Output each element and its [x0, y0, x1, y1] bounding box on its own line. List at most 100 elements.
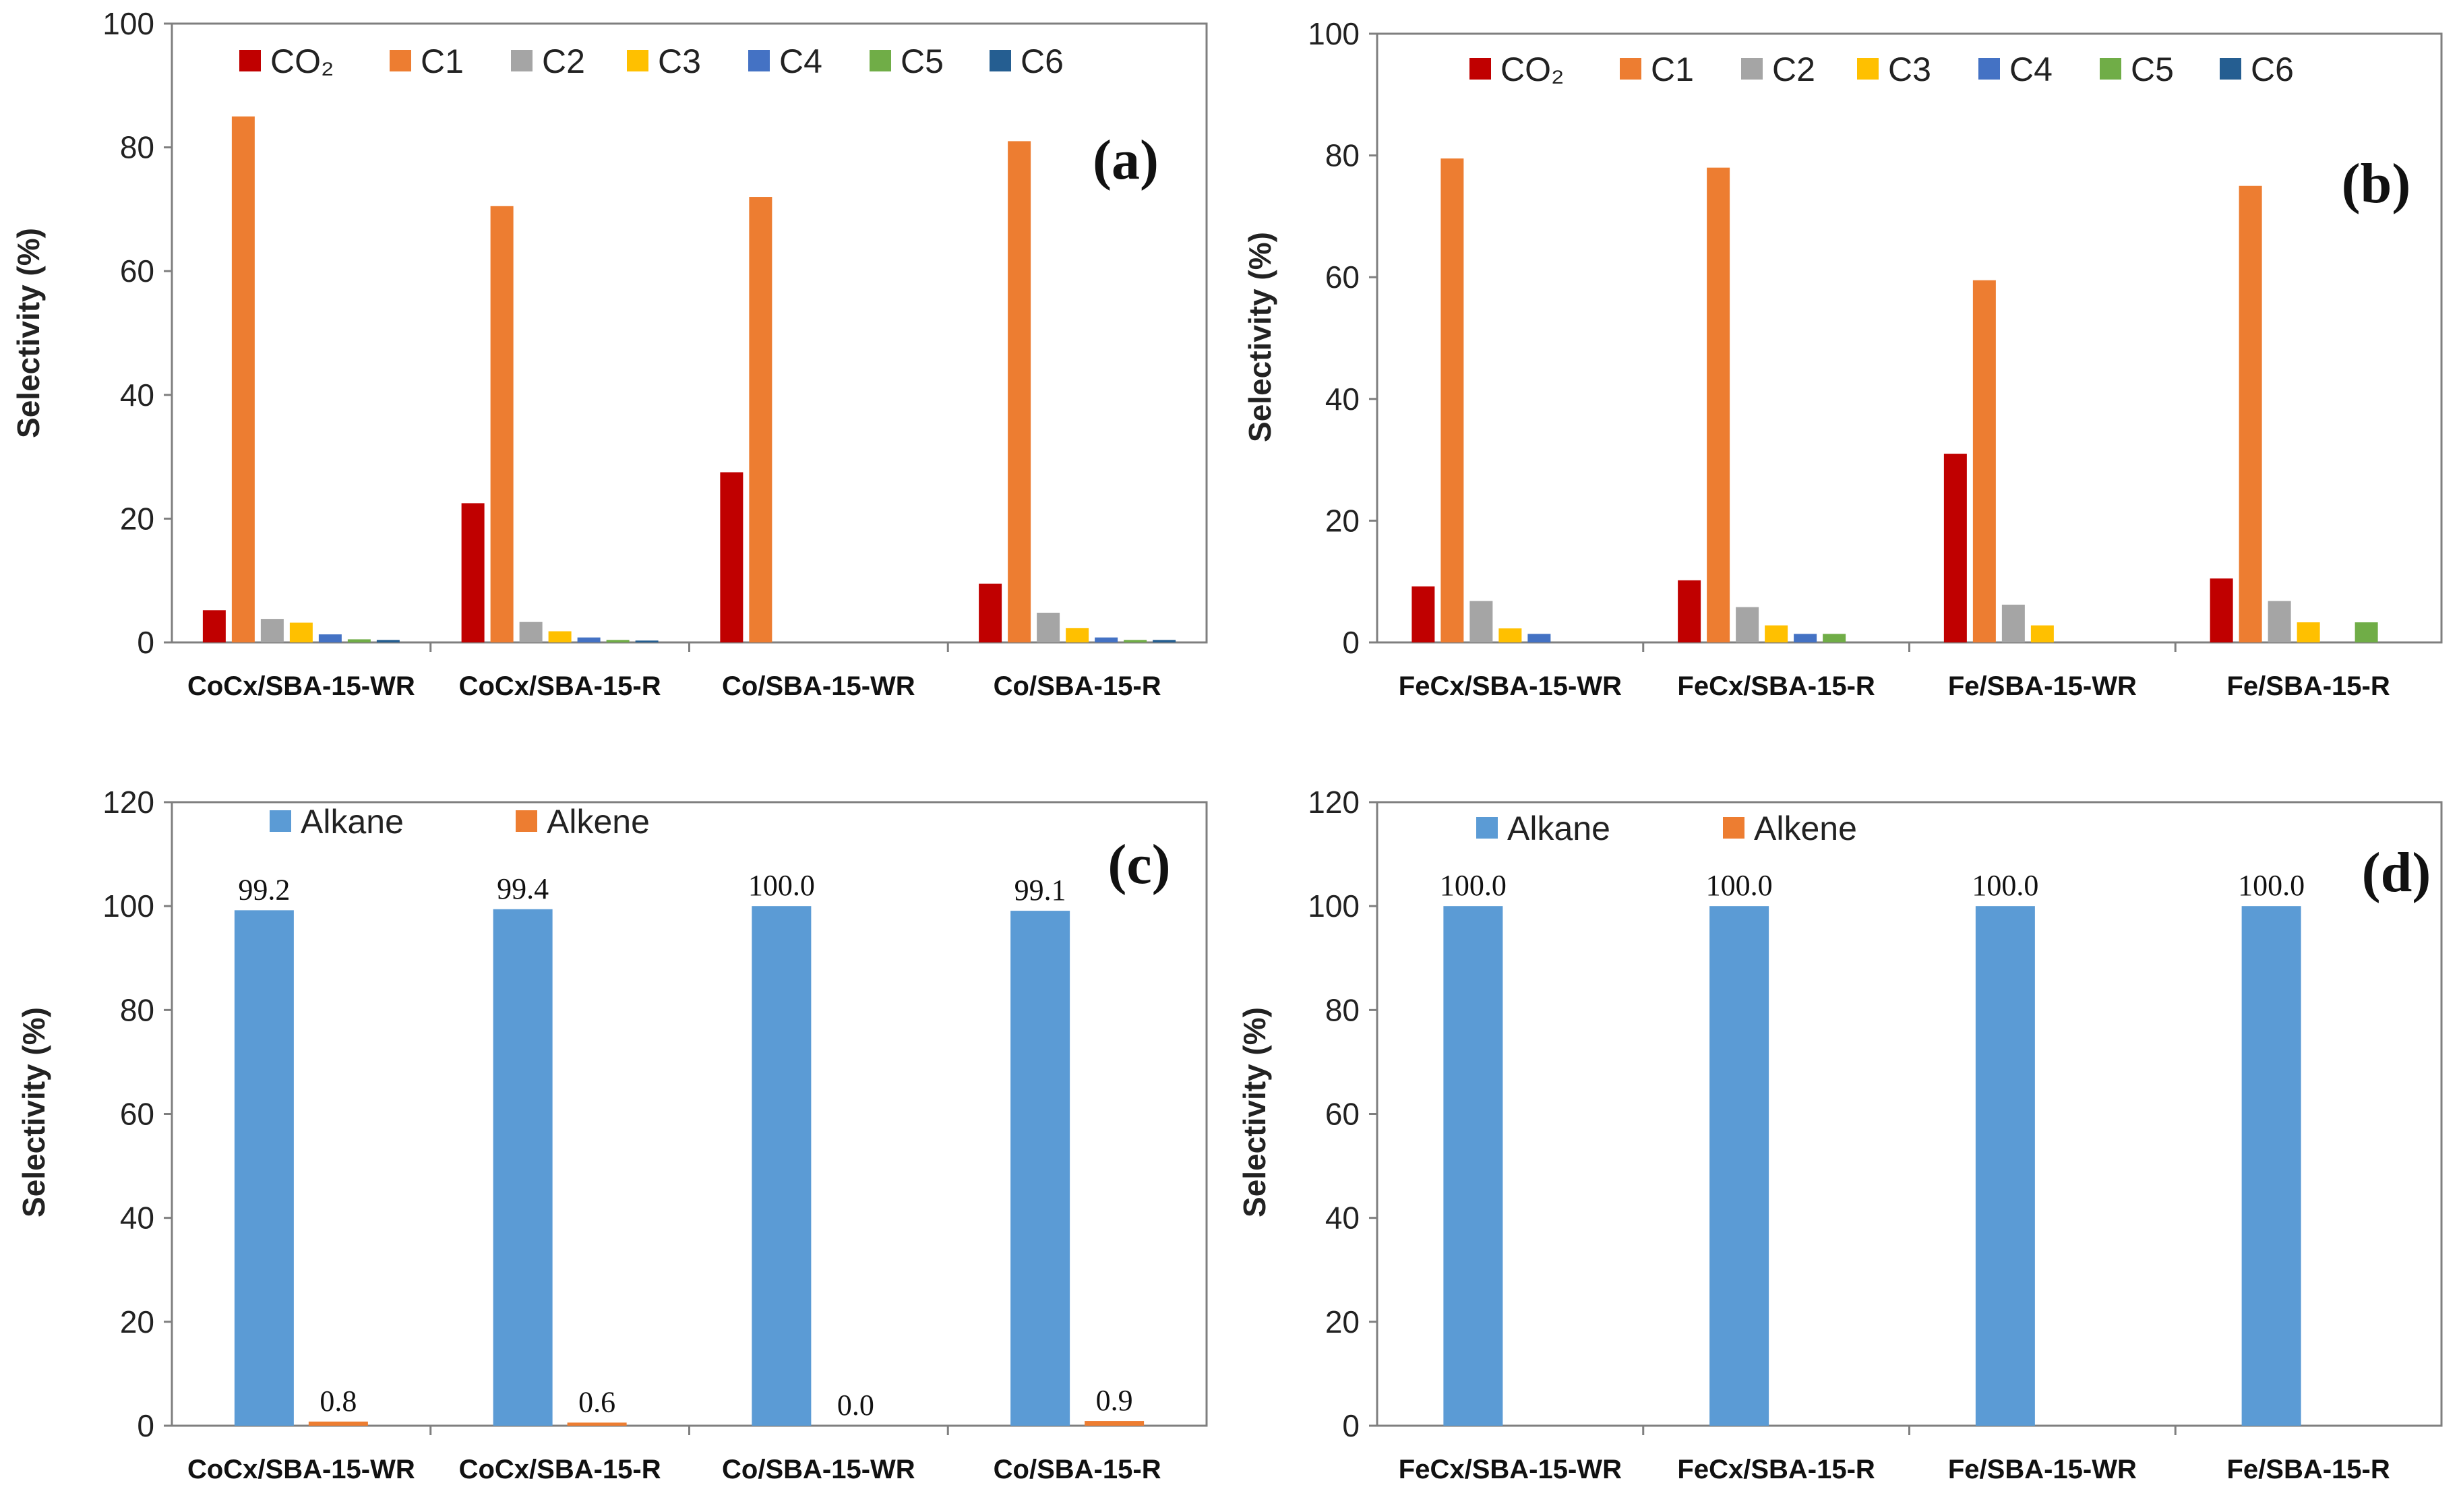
bar-c1: [1972, 280, 1996, 643]
panel-label: (a): [1093, 129, 1159, 191]
x-category-label: Co/SBA-15-R: [994, 671, 1161, 701]
bar-c3: [289, 622, 313, 642]
y-tick-label: 20: [1325, 503, 1360, 538]
legend-swatch: [516, 810, 537, 832]
y-tick-label: 0: [137, 625, 154, 660]
panel-label: (c): [1107, 833, 1170, 896]
x-category-label: Fe/SBA-15-WR: [1948, 671, 2137, 701]
x-category-label: Co/SBA-15-WR: [722, 671, 915, 701]
y-tick-label: 100: [102, 888, 154, 924]
bar-c3: [2030, 625, 2054, 642]
bar-c2: [1469, 601, 1493, 642]
bar-co: [1411, 586, 1435, 642]
y-tick-label: 40: [120, 377, 154, 413]
bar-c4: [1794, 634, 1817, 642]
bar-co: [202, 610, 226, 642]
legend: Alkane Alkene: [1476, 810, 1857, 847]
x-category-label: FeCx/SBA-15-WR: [1399, 1455, 1622, 1484]
y-tick-label: 80: [120, 130, 154, 165]
data-label: 0.8: [320, 1385, 357, 1418]
bar-c4: [577, 637, 601, 642]
x-category-label: Fe/SBA-15-R: [2226, 1455, 2390, 1484]
legend-swatch: [870, 50, 891, 71]
x-category-label: Co/SBA-15-WR: [722, 1455, 915, 1484]
legend-swatch: [1469, 58, 1491, 80]
legend-label: C5: [901, 42, 944, 80]
legend-swatch: [627, 50, 648, 71]
y-tick-label: 60: [120, 1097, 154, 1132]
legend-label: C6: [1021, 42, 1064, 80]
data-label: 0.6: [578, 1385, 615, 1418]
legend-swatch: [1620, 58, 1641, 80]
chart-panel-d: 0 20 40 60 80 100 120 Selectivity (%) FeCx/SBA-1…: [1237, 785, 2443, 1484]
legend-swatch: [2100, 58, 2121, 80]
bar-c2: [260, 619, 284, 642]
x-category-label: FeCx/SBA-15-R: [1677, 1455, 1875, 1484]
bar-c3: [548, 631, 572, 642]
bar-c3: [1765, 625, 1788, 642]
data-label: 100.0: [1972, 869, 2038, 902]
bar-c2: [2001, 605, 2025, 642]
y-tick-label: 100: [1308, 888, 1360, 924]
panel-label: (b): [2342, 152, 2411, 215]
y-tick-label: 100: [102, 6, 154, 41]
bar-c6: [635, 640, 659, 642]
legend-label: CO₂: [270, 42, 334, 80]
y-tick-label: 40: [1325, 1201, 1360, 1236]
bar-co: [1678, 580, 1701, 642]
legend-swatch: [1741, 58, 1763, 80]
bar-alkane: [752, 906, 812, 1426]
y-tick-label: 120: [1308, 785, 1360, 820]
y-tick-label: 40: [120, 1201, 154, 1236]
data-label: 100.0: [1440, 869, 1507, 902]
y-axis-label: Selectivity (%): [16, 1007, 51, 1217]
bar-c4: [1527, 634, 1551, 642]
y-tick-label: 20: [120, 1304, 154, 1339]
bar-alkene: [567, 1422, 627, 1426]
legend-label: C5: [2131, 51, 2174, 88]
bar-c6: [1153, 640, 1176, 642]
y-tick-label: 80: [1325, 992, 1360, 1027]
bar-alkane: [1709, 906, 1769, 1426]
plot-frame: [1376, 32, 2443, 644]
y-tick-label: 0: [137, 1408, 154, 1443]
legend-label: C3: [1888, 51, 1931, 88]
legend: CO₂ C1 C2 C3 C4 C5 C6: [1469, 51, 2294, 88]
y-tick-label: 60: [1325, 260, 1360, 295]
bar-c1: [231, 116, 255, 642]
data-label: 99.4: [497, 872, 549, 905]
y-tick-label: 80: [1325, 138, 1360, 173]
legend-swatch: [270, 810, 291, 832]
bar-alkane: [1010, 911, 1070, 1426]
legend-label: C3: [658, 42, 701, 80]
bar-alkane: [1443, 906, 1503, 1426]
x-category-label: CoCx/SBA-15-R: [459, 671, 661, 701]
y-tick-label: 0: [1342, 1408, 1360, 1443]
legend-label: Alkane: [1507, 810, 1610, 847]
x-category-label: FeCx/SBA-15-WR: [1399, 671, 1622, 701]
x-category-label: Fe/SBA-15-R: [2226, 671, 2390, 701]
bar-c3: [2297, 622, 2320, 642]
x-category-label: Fe/SBA-15-WR: [1948, 1455, 2137, 1484]
bar-c1: [1008, 141, 1031, 643]
y-tick-label: 40: [1325, 382, 1360, 417]
bar-alkane: [1975, 906, 2035, 1426]
bar-c3: [1498, 628, 1522, 642]
bar-c2: [1736, 607, 1759, 642]
data-label: 99.1: [1014, 874, 1066, 907]
plot-frame: [171, 22, 1208, 644]
legend: CO₂ C1 C2 C3 C4 C5 C6: [239, 42, 1064, 80]
bar-alkene: [1085, 1421, 1145, 1426]
legend-label: C1: [421, 42, 464, 80]
legend-label: CO₂: [1500, 51, 1564, 88]
bar-c4: [318, 634, 342, 642]
legend-label: C6: [2251, 51, 2294, 88]
y-tick-label: 100: [1308, 16, 1360, 51]
bar-c1: [490, 206, 514, 642]
bar-c5: [1124, 640, 1147, 642]
chart-panel-c: 0 20 40 60 80 100 120 Selectivity (%) CoCx/SBA-1…: [16, 785, 1208, 1484]
bar-alkene: [308, 1421, 368, 1426]
y-tick-label: 120: [102, 785, 154, 820]
bar-c2: [1037, 612, 1060, 642]
